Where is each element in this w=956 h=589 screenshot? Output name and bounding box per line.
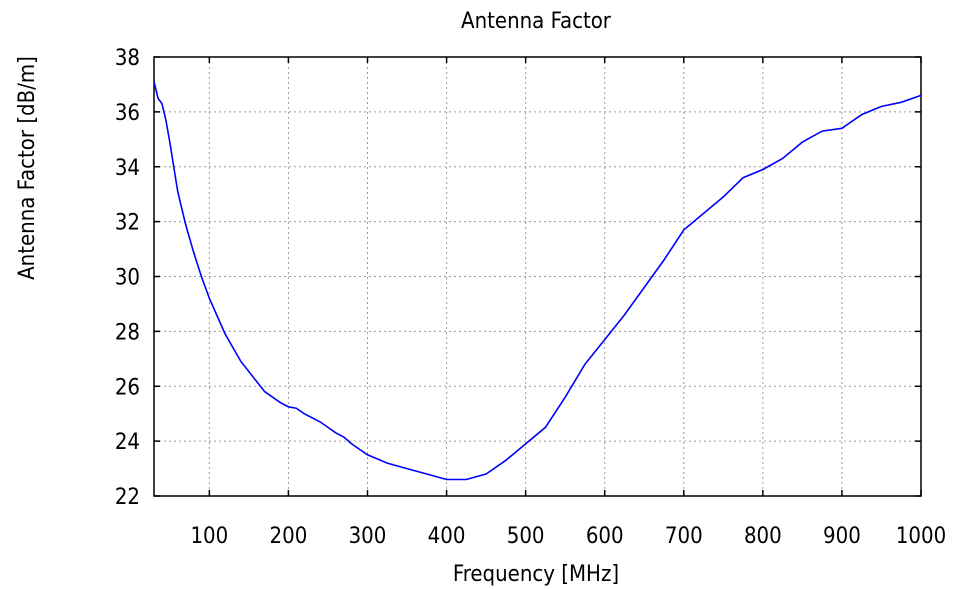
x-axis: 100 200 300 400 500 600 700 800 900 1000 <box>190 57 946 549</box>
y-tick-label: 26 <box>115 375 140 400</box>
y-tick-label: 34 <box>115 156 140 181</box>
x-axis-label: Frequency [MHz] <box>453 562 619 587</box>
x-tick-label: 900 <box>823 524 861 549</box>
x-tick-label: 300 <box>349 524 387 549</box>
y-tick-label: 22 <box>115 485 140 510</box>
y-tick-label: 36 <box>115 101 140 126</box>
x-tick-label: 400 <box>428 524 466 549</box>
x-tick-label: 800 <box>744 524 782 549</box>
x-tick-label: 500 <box>507 524 545 549</box>
x-tick-label: 200 <box>270 524 308 549</box>
y-tick-label: 32 <box>115 211 140 236</box>
series-layer <box>153 81 922 481</box>
gridlines <box>154 57 921 496</box>
y-axis: 22 24 26 28 30 32 34 36 38 <box>115 46 921 510</box>
x-tick-label: 100 <box>190 524 228 549</box>
y-tick-label: 38 <box>115 46 140 71</box>
x-tick-label: 1000 <box>896 524 946 549</box>
y-tick-label: 24 <box>115 430 140 455</box>
x-tick-label: 600 <box>586 524 624 549</box>
x-tick-label: 700 <box>665 524 703 549</box>
y-tick-label: 30 <box>115 266 140 291</box>
y-axis-label: Antenna Factor [dB/m] <box>15 56 40 280</box>
y-tick-label: 28 <box>115 320 140 345</box>
chart-title: Antenna Factor <box>461 9 612 34</box>
series-line <box>153 81 922 481</box>
